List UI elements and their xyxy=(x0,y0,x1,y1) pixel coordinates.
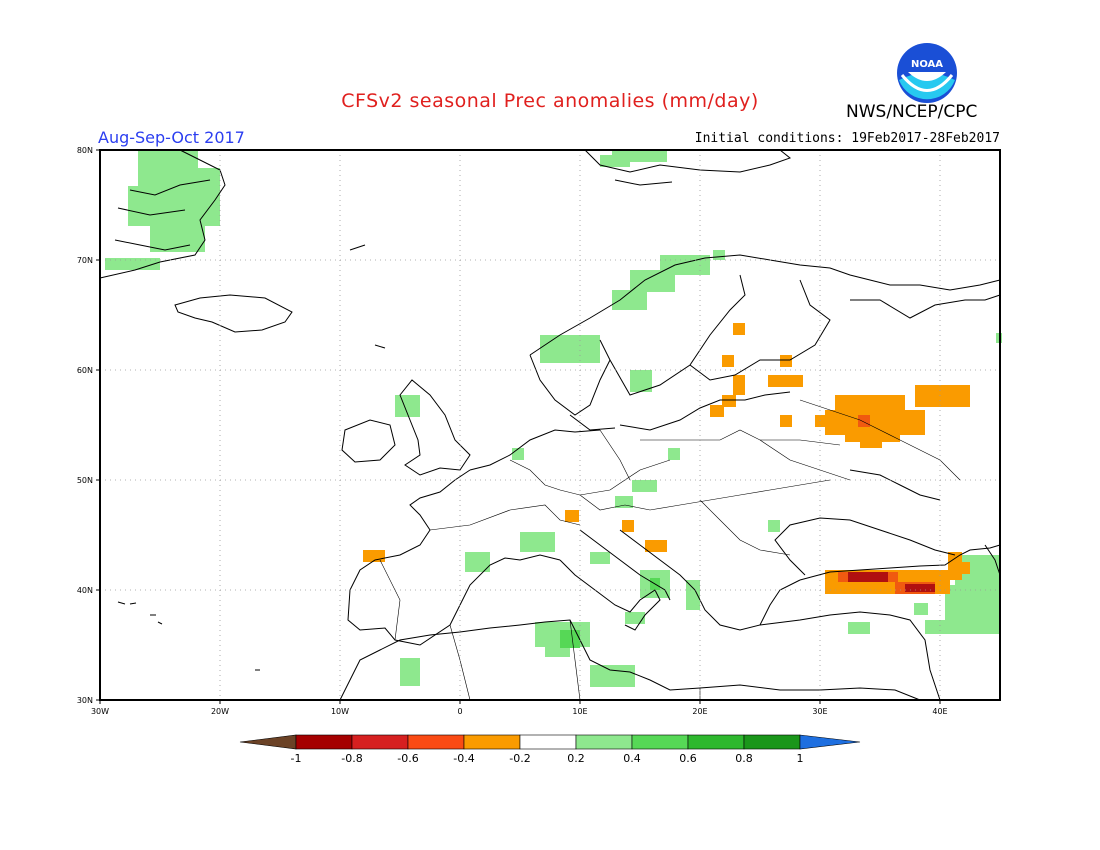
anomaly-east xyxy=(914,555,1000,634)
season-label: Aug-Sep-Oct 2017 xyxy=(98,128,245,147)
colorbar-label: -0.6 xyxy=(397,752,418,765)
longitude-labels: 30W 20W 10W 0 10E 20E 30E 40E xyxy=(91,707,948,716)
anomaly-dry-dark-red xyxy=(848,572,935,592)
anomaly-svalbard xyxy=(600,150,667,167)
colorbar-swatch xyxy=(743,734,801,750)
colorbar-label: -1 xyxy=(291,752,302,765)
lon-label: 20E xyxy=(692,707,707,716)
agency-label: NWS/NCEP/CPC xyxy=(846,102,978,122)
colorbar-swatch xyxy=(519,734,577,750)
country-borders xyxy=(379,399,961,701)
colorbar-label: 0.8 xyxy=(735,752,753,765)
colorbar-label: 0.2 xyxy=(567,752,585,765)
map-border xyxy=(99,149,1001,701)
colorbar-swatch xyxy=(631,734,689,750)
colorbar-arrow-right xyxy=(799,734,861,750)
colorbar-swatch xyxy=(351,734,409,750)
colorbar-swatch xyxy=(295,734,353,750)
colorbar-label: 1 xyxy=(797,752,804,765)
colorbar-swatch xyxy=(575,734,633,750)
coastlines xyxy=(99,149,1001,701)
colorbar-label: -0.8 xyxy=(341,752,362,765)
lat-label: 30N xyxy=(77,696,93,705)
lon-label: 20W xyxy=(211,707,229,716)
lon-label: 40E xyxy=(932,707,947,716)
anomaly-uk xyxy=(395,395,420,417)
chart-title: CFSv2 seasonal Prec anomalies (mm/day) xyxy=(341,90,759,112)
lon-label: 30W xyxy=(91,707,109,716)
colorbar-label: -0.2 xyxy=(509,752,530,765)
colorbar-label: 0.4 xyxy=(623,752,641,765)
colorbar-labels: -1 -0.8 -0.6 -0.4 -0.2 0.2 0.4 0.6 0.8 1 xyxy=(291,752,804,765)
lat-label: 80N xyxy=(77,146,93,155)
colorbar-label: 0.6 xyxy=(679,752,697,765)
colorbar-swatch xyxy=(687,734,745,750)
lat-label: 60N xyxy=(77,366,93,375)
lon-label: 10E xyxy=(572,707,587,716)
colorbar-arrow-left xyxy=(239,734,297,750)
initial-conditions-label: Initial conditions: 19Feb2017-28Feb2017 xyxy=(694,131,1000,146)
noaa-logo-icon: NOAA xyxy=(897,43,957,103)
logo-text: NOAA xyxy=(911,59,943,70)
latitude-labels: 80N 70N 60N 50N 40N 30N xyxy=(77,146,93,705)
colorbar-label: -0.4 xyxy=(453,752,474,765)
colorbar-swatch xyxy=(407,734,465,750)
colorbar-swatch xyxy=(463,734,521,750)
lat-label: 70N xyxy=(77,256,93,265)
lon-label: 10W xyxy=(331,707,349,716)
gridlines xyxy=(100,150,1000,700)
lon-label: 0 xyxy=(457,707,462,716)
lat-label: 50N xyxy=(77,476,93,485)
axis-ticks xyxy=(96,149,941,704)
lon-label: 30E xyxy=(812,707,827,716)
colorbar xyxy=(239,734,861,750)
lat-label: 40N xyxy=(77,586,93,595)
